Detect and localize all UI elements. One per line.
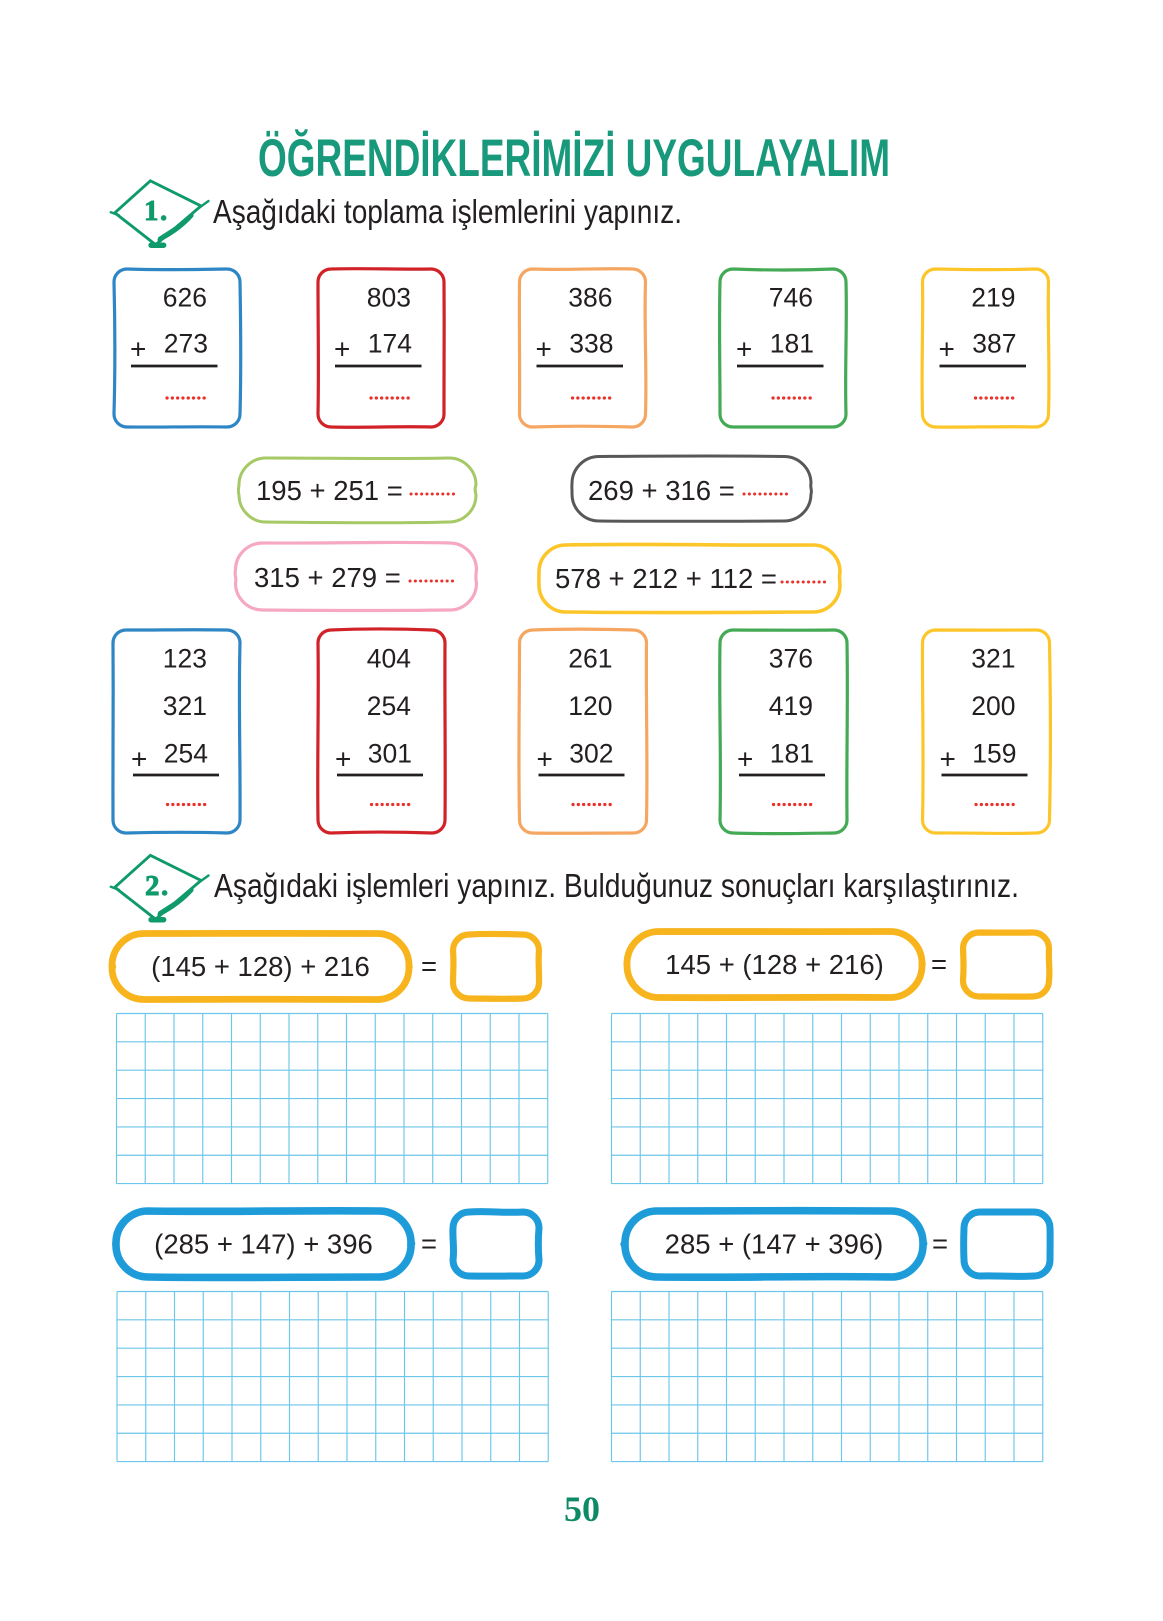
svg-text:285 + (147 + 396): 285 + (147 + 396) bbox=[665, 1229, 884, 1260]
svg-text:386: 386 bbox=[568, 283, 612, 313]
svg-text:376: 376 bbox=[769, 644, 813, 674]
svg-text:174: 174 bbox=[368, 329, 412, 359]
svg-text:=: = bbox=[421, 1228, 437, 1259]
svg-text:+: + bbox=[130, 334, 146, 365]
svg-text:+: + bbox=[335, 744, 351, 775]
svg-text:=: = bbox=[932, 1228, 948, 1259]
svg-text:+: + bbox=[536, 334, 552, 365]
svg-text:419: 419 bbox=[769, 691, 813, 721]
svg-text:=: = bbox=[931, 949, 947, 980]
svg-text:+: + bbox=[737, 744, 753, 775]
svg-text:219: 219 bbox=[971, 283, 1015, 313]
svg-text:803: 803 bbox=[367, 283, 411, 313]
svg-text:578 + 212 + 112 =: 578 + 212 + 112 = bbox=[555, 563, 777, 594]
svg-text:50: 50 bbox=[564, 1489, 600, 1529]
svg-text:120: 120 bbox=[568, 691, 612, 721]
svg-text:200: 200 bbox=[971, 691, 1015, 721]
svg-text:273: 273 bbox=[164, 329, 208, 359]
svg-text:387: 387 bbox=[972, 329, 1016, 359]
svg-text:254: 254 bbox=[164, 739, 208, 769]
svg-text:321: 321 bbox=[163, 691, 207, 721]
svg-text:145 + (128 + 216): 145 + (128 + 216) bbox=[665, 949, 884, 980]
svg-text:404: 404 bbox=[367, 644, 411, 674]
svg-text:746: 746 bbox=[769, 283, 813, 313]
svg-text:+: + bbox=[334, 334, 350, 365]
svg-text:261: 261 bbox=[568, 644, 612, 674]
svg-text:269 + 316 =: 269 + 316 = bbox=[588, 475, 735, 506]
svg-text:626: 626 bbox=[163, 283, 207, 313]
svg-text:338: 338 bbox=[569, 329, 613, 359]
svg-text:Aşağıdaki toplama işlemlerini: Aşağıdaki toplama işlemlerini yapınız. bbox=[213, 193, 682, 230]
svg-text:302: 302 bbox=[569, 739, 613, 769]
svg-text:301: 301 bbox=[368, 739, 412, 769]
svg-text:+: + bbox=[940, 744, 956, 775]
svg-text:+: + bbox=[736, 334, 752, 365]
svg-text:181: 181 bbox=[770, 329, 814, 359]
svg-text:ÖĞRENDİKLERİMİZİ UYGULAYALIM: ÖĞRENDİKLERİMİZİ UYGULAYALIM bbox=[258, 128, 890, 188]
svg-text:195 + 251 =: 195 + 251 = bbox=[256, 475, 403, 506]
svg-text:181: 181 bbox=[770, 739, 814, 769]
svg-text:(285 + 147) + 396: (285 + 147) + 396 bbox=[154, 1229, 373, 1260]
svg-text:254: 254 bbox=[367, 691, 411, 721]
svg-text:Aşağıdaki işlemleri yapınız. B: Aşağıdaki işlemleri yapınız. Bulduğunuz … bbox=[214, 867, 1019, 904]
svg-text:+: + bbox=[939, 334, 955, 365]
svg-text:123: 123 bbox=[163, 644, 207, 674]
svg-text:315 + 279 =: 315 + 279 = bbox=[254, 562, 401, 593]
svg-text:159: 159 bbox=[972, 739, 1016, 769]
svg-text:(145 + 128) + 216: (145 + 128) + 216 bbox=[151, 951, 370, 982]
svg-text:2.: 2. bbox=[145, 870, 170, 902]
svg-text:+: + bbox=[131, 744, 147, 775]
svg-text:321: 321 bbox=[971, 644, 1015, 674]
svg-text:+: + bbox=[537, 744, 553, 775]
svg-text:1.: 1. bbox=[144, 195, 169, 227]
svg-text:=: = bbox=[421, 951, 437, 982]
